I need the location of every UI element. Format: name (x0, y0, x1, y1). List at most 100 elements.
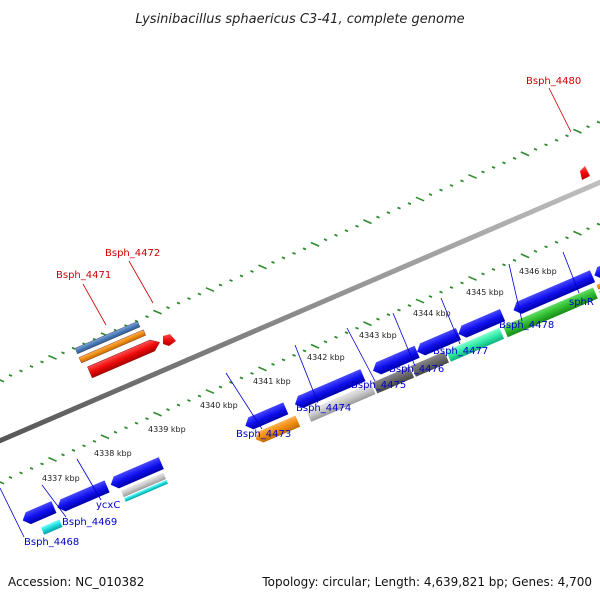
gene-dark-b[interactable] (411, 351, 449, 377)
outer-tick (491, 165, 496, 169)
gene-label-bsph-4469[interactable]: Bsph_4469 (62, 517, 117, 528)
inner-tick (100, 434, 110, 440)
gene-bsph-4473[interactable] (243, 402, 289, 431)
gene-bsph-4480[interactable] (580, 166, 590, 180)
outer-tick (292, 251, 296, 255)
gene-label-bsph-4473[interactable]: Bsph_4473 (236, 429, 291, 440)
outer-tick (271, 260, 275, 264)
label-leader-line (41, 484, 67, 518)
gene-bsph-4475[interactable] (370, 345, 420, 377)
outer-tick (29, 364, 34, 368)
gene-sphr[interactable] (592, 252, 600, 281)
label-leader-line (562, 251, 580, 294)
inner-tick (134, 421, 139, 425)
scale-tick-label: 4345 kbp (466, 288, 504, 297)
outer-tick (533, 147, 538, 151)
gene-cyan-left[interactable] (40, 519, 63, 535)
gene-label-bsph-4478[interactable]: Bsph_4478 (499, 320, 554, 331)
scale-tick-label: 4343 kbp (359, 331, 397, 340)
scale-tick-label: 4339 kbp (148, 425, 186, 434)
gene-silver-a[interactable] (120, 472, 166, 498)
gene-red-arrow-small[interactable] (163, 334, 176, 346)
gene-bsph-4476[interactable] (415, 327, 462, 358)
inner-tick (310, 343, 320, 349)
gene-label-bsph-4475[interactable]: Bsph_4475 (351, 380, 406, 391)
gene-bsph-4471[interactable] (78, 329, 146, 364)
outer-tick (460, 179, 464, 183)
inner-tick (218, 385, 223, 389)
inner-tick (573, 230, 582, 236)
gene-label-bsph-4474[interactable]: Bsph_4474 (296, 403, 351, 414)
gene-bsph-4474[interactable] (292, 369, 366, 410)
outer-tick (310, 241, 320, 247)
inner-tick (460, 281, 464, 285)
gene-bsph-4469[interactable] (55, 480, 110, 513)
inner-tick (82, 444, 86, 448)
outer-tick (363, 219, 372, 225)
gene-bsph-4470[interactable] (74, 321, 141, 355)
gene-ycxc[interactable] (108, 457, 164, 491)
gene-cyan-a[interactable] (124, 479, 168, 502)
inner-tick (197, 394, 202, 398)
gene-bsph-4468[interactable] (20, 501, 57, 526)
inner-tick (239, 376, 244, 380)
outer-tick (205, 287, 215, 293)
outer-tick (397, 206, 401, 210)
inner-tick (544, 245, 548, 249)
label-leader-line (440, 297, 461, 345)
outer-tick (468, 173, 477, 179)
inner-tick (113, 430, 118, 434)
inner-tick (29, 466, 34, 470)
inner-tick (166, 408, 170, 412)
scale-tick-label: 4340 kbp (200, 401, 238, 410)
outer-tick (573, 128, 582, 134)
gene-label-bsph-4477[interactable]: Bsph_4477 (433, 346, 488, 357)
inner-tick (449, 286, 454, 289)
gene-dark-a[interactable] (372, 366, 415, 394)
inner-tick (565, 236, 569, 240)
inner-tick (533, 249, 538, 253)
outer-tick (40, 360, 44, 364)
gene-bsph-4472[interactable] (87, 337, 162, 379)
outer-tick (428, 193, 433, 197)
gene-bsph-4477[interactable] (456, 309, 506, 340)
inner-tick (363, 321, 372, 327)
inner-tick (124, 426, 128, 430)
label-leader-line (508, 263, 523, 322)
outer-tick (166, 306, 170, 310)
outer-tick (520, 151, 530, 157)
label-leader-line (548, 87, 572, 133)
outer-tick (415, 196, 425, 202)
gene-label-bsph-4476[interactable]: Bsph_4476 (389, 364, 444, 375)
outer-tick (187, 297, 191, 301)
label-leader-line (0, 487, 25, 538)
outer-tick (449, 184, 454, 187)
label-leader-line (225, 372, 263, 430)
gene-label-bsph-4480[interactable]: Bsph_4480 (526, 76, 581, 87)
outer-tick (323, 238, 328, 242)
inner-tick (205, 389, 215, 395)
gene-label-bsph-4472[interactable]: Bsph_4472 (105, 248, 160, 259)
gene-label-bsph-4471[interactable]: Bsph_4471 (56, 270, 111, 281)
outer-tick (153, 309, 162, 315)
gene-labels: Bsph_4471 Bsph_4472 Bsph_4480 Bsph_4468 Bsph… (24, 76, 594, 548)
inner-tick (491, 267, 496, 271)
inner-tick (0, 481, 5, 485)
gene-orange-a[interactable] (253, 415, 301, 445)
inner-tick (520, 253, 530, 259)
gene-silver-b[interactable] (306, 383, 376, 422)
outer-tick (61, 351, 65, 355)
inner-tick (439, 290, 443, 294)
gene-label-bsph-4468[interactable]: Bsph_4468 (24, 537, 79, 548)
gene-label-sphr[interactable]: sphR (569, 297, 594, 308)
inner-tick (176, 403, 181, 407)
outer-tick (334, 233, 338, 237)
outer-tick (355, 224, 359, 228)
gene-green[interactable] (503, 287, 598, 338)
outer-tick (512, 156, 517, 160)
inner-tick (71, 448, 76, 452)
gene-label-ycxc[interactable]: ycxC (96, 500, 120, 511)
accession-text: Accession: NC_010382 (8, 575, 144, 589)
gene-mint[interactable] (446, 327, 505, 362)
